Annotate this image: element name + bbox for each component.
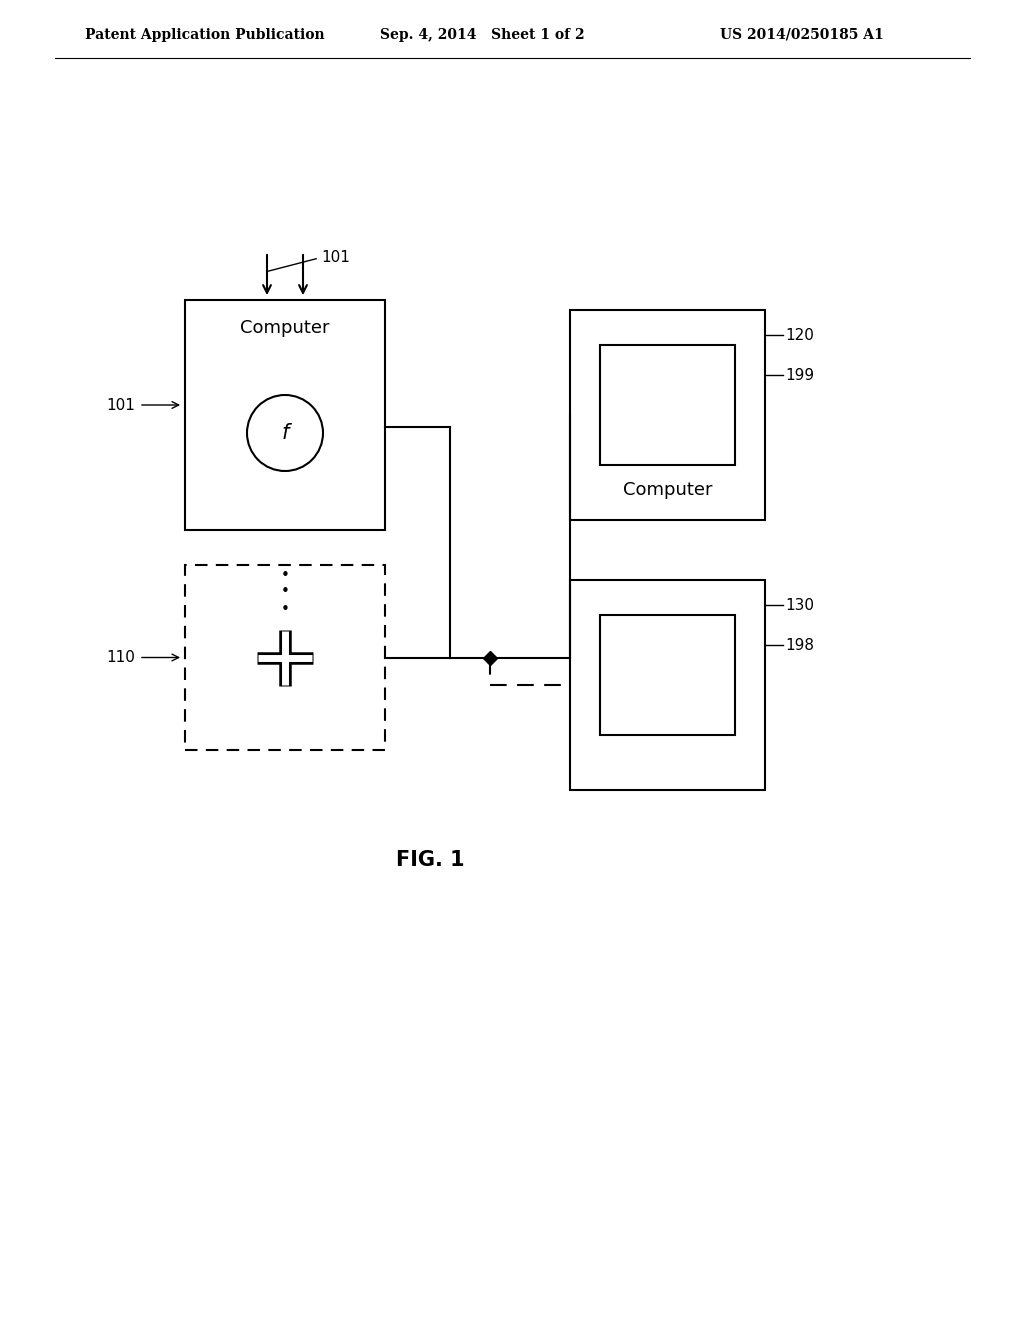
Text: 101: 101 [321,251,350,265]
Text: 101: 101 [106,397,135,412]
Text: f: f [282,422,289,444]
Text: Computer: Computer [241,319,330,337]
Text: •: • [281,568,290,582]
Bar [185,565,385,750]
Text: FIG. 1: FIG. 1 [395,850,464,870]
Circle shape [247,395,323,471]
Bar [600,345,735,465]
Bar [570,310,765,520]
Text: Sep. 4, 2014   Sheet 1 of 2: Sep. 4, 2014 Sheet 1 of 2 [380,28,585,42]
Text: •: • [281,602,290,616]
Bar [185,300,385,531]
Text: 120: 120 [785,327,814,342]
Text: 198: 198 [785,638,814,652]
Text: 199: 199 [785,367,814,383]
Text: Patent Application Publication: Patent Application Publication [85,28,325,42]
Text: US 2014/0250185 A1: US 2014/0250185 A1 [720,28,884,42]
Text: 110: 110 [106,649,135,665]
Text: •: • [281,585,290,599]
Text: Computer: Computer [623,480,713,499]
Bar [600,615,735,735]
Text: 130: 130 [785,598,814,612]
Bar [570,579,765,789]
